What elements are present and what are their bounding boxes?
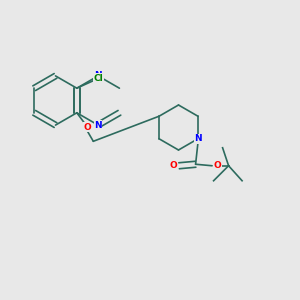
Text: O: O: [170, 161, 178, 170]
Text: O: O: [83, 123, 91, 132]
Text: Cl: Cl: [94, 74, 104, 83]
Text: N: N: [94, 121, 102, 130]
Text: N: N: [194, 134, 202, 143]
Text: N: N: [94, 71, 102, 80]
Text: O: O: [214, 161, 221, 170]
